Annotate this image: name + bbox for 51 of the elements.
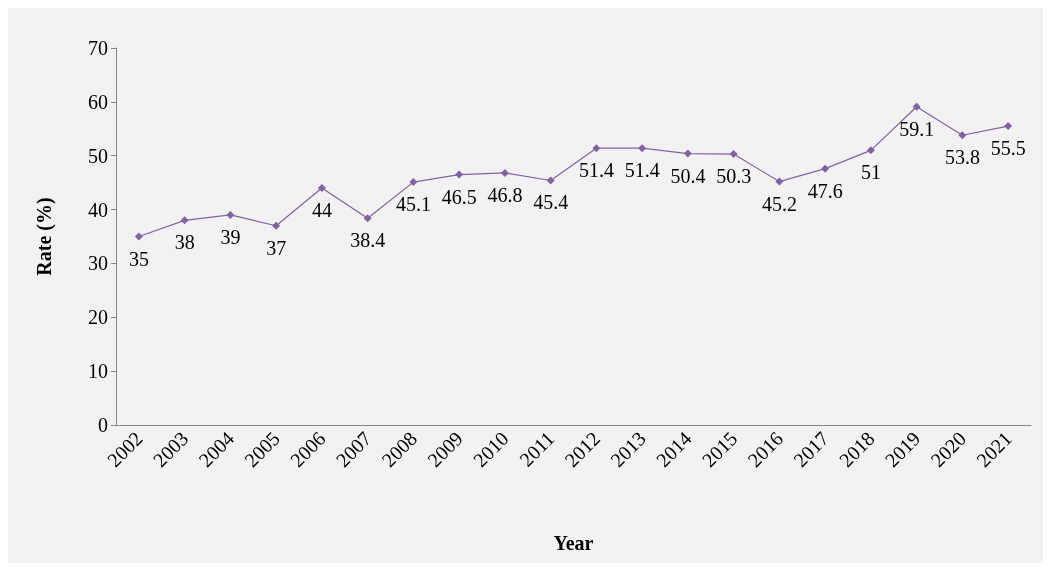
- point: [638, 144, 647, 153]
- data-label: 50.4: [670, 164, 706, 187]
- point: [409, 178, 418, 187]
- point: [729, 150, 738, 159]
- data-label: 35: [128, 247, 149, 270]
- x-axis-title: Year: [553, 532, 594, 554]
- data-label: 53.8: [944, 146, 980, 169]
- point: [958, 131, 967, 140]
- y-tick-label: 10: [88, 360, 108, 383]
- x-tick-label: 2011: [515, 427, 559, 471]
- data-label: 37: [266, 236, 287, 259]
- data-label: 55.5: [990, 137, 1026, 160]
- point: [500, 168, 509, 177]
- y-tick-label: 60: [88, 90, 108, 113]
- data-label: 47.6: [807, 179, 843, 202]
- point: [363, 214, 372, 223]
- y-tick-label: 70: [88, 37, 108, 59]
- data-label: 51.4: [578, 159, 614, 182]
- data-label: 46.8: [487, 183, 523, 206]
- point: [272, 221, 281, 230]
- y-tick-label: 20: [88, 306, 108, 329]
- data-label: 50.3: [716, 165, 752, 188]
- data-label: 45.4: [533, 191, 569, 214]
- y-tick-label: 30: [88, 252, 108, 275]
- point: [455, 170, 464, 179]
- y-tick-label: 40: [88, 198, 108, 221]
- data-label: 59.1: [899, 117, 935, 140]
- data-label: 45.2: [761, 192, 797, 215]
- data-label: 51.4: [624, 159, 660, 182]
- point: [317, 184, 326, 193]
- point: [134, 232, 143, 241]
- data-label: 38: [174, 231, 195, 254]
- data-label: 46.5: [441, 185, 477, 208]
- point: [866, 146, 875, 155]
- data-label: 38.4: [350, 229, 386, 252]
- y-tick-label: 0: [98, 414, 108, 436]
- data-label: 44: [311, 199, 332, 222]
- point: [1004, 122, 1013, 131]
- y-axis-title: Rate (%): [33, 197, 56, 276]
- point: [592, 144, 601, 153]
- point: [775, 177, 784, 186]
- y-tick-label: 50: [88, 144, 108, 167]
- point: [546, 176, 555, 185]
- data-label: 51: [860, 161, 881, 184]
- point: [821, 164, 830, 173]
- data-label: 45.1: [395, 193, 431, 216]
- data-label: 39: [220, 225, 241, 248]
- point: [180, 216, 189, 225]
- point: [912, 102, 921, 111]
- point: [226, 210, 235, 219]
- point: [683, 149, 692, 158]
